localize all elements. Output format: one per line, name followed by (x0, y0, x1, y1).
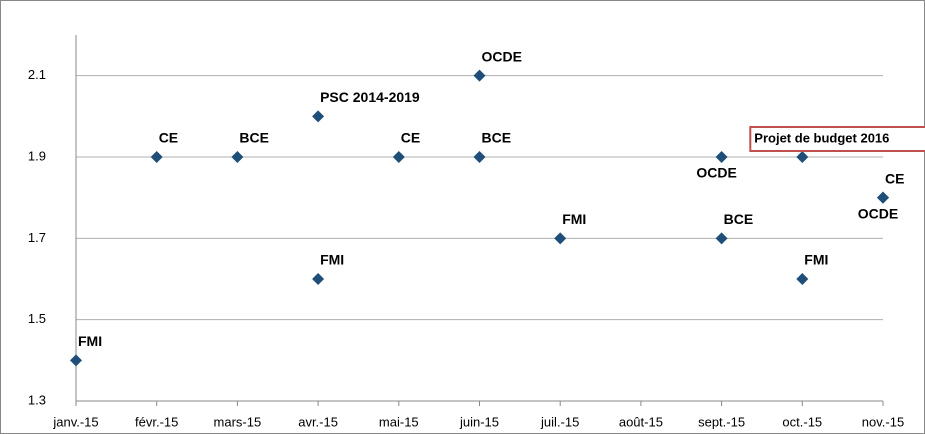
data-label: OCDE (696, 165, 736, 181)
x-tick-label: mars-15 (214, 414, 262, 429)
marker (312, 273, 325, 285)
x-tick-label: nov.-15 (862, 414, 904, 429)
marker (473, 69, 486, 82)
data-label: CE (159, 130, 178, 146)
x-tick-label: juin-15 (459, 414, 499, 429)
y-tick-label: 1.3 (28, 392, 46, 407)
data-label: BCE (724, 211, 754, 227)
data-label: BCE (482, 130, 512, 146)
y-tick-label: 1.7 (28, 230, 46, 245)
data-label: PSC 2014-2019 (320, 89, 420, 105)
marker (312, 110, 325, 123)
marker (150, 151, 163, 163)
data-label: BCE (239, 130, 269, 146)
data-label: FMI (562, 211, 586, 227)
data-label: CE (885, 170, 904, 186)
x-tick-label: sept.-15 (698, 414, 745, 429)
data-label: Projet de budget 2016 (754, 130, 889, 145)
marker (715, 151, 728, 163)
y-tick-label: 1.5 (28, 311, 46, 326)
marker (715, 232, 728, 245)
x-tick-label: mai-15 (379, 414, 419, 429)
y-tick-label: 1.9 (28, 148, 46, 163)
data-label: CE (401, 130, 420, 146)
marker (70, 354, 82, 367)
data-label: FMI (78, 333, 102, 349)
marker (392, 151, 405, 163)
marker (473, 151, 486, 163)
x-tick-label: avr.-15 (298, 414, 338, 429)
data-label: OCDE (858, 205, 898, 221)
x-tick-label: juil.-15 (540, 414, 579, 429)
x-tick-label: août-15 (619, 414, 663, 429)
label-box (749, 126, 925, 152)
y-tick-label: 2.1 (28, 67, 46, 82)
data-label: FMI (804, 252, 828, 268)
x-tick-label: févr.-15 (135, 414, 178, 429)
marker (231, 151, 244, 163)
marker (554, 232, 567, 245)
data-label: OCDE (482, 48, 522, 64)
marker (796, 151, 809, 163)
marker (877, 191, 889, 204)
x-tick-label: janv.-15 (52, 414, 98, 429)
data-label: FMI (320, 252, 344, 268)
marker (796, 273, 809, 285)
x-tick-label: oct.-15 (782, 414, 822, 429)
